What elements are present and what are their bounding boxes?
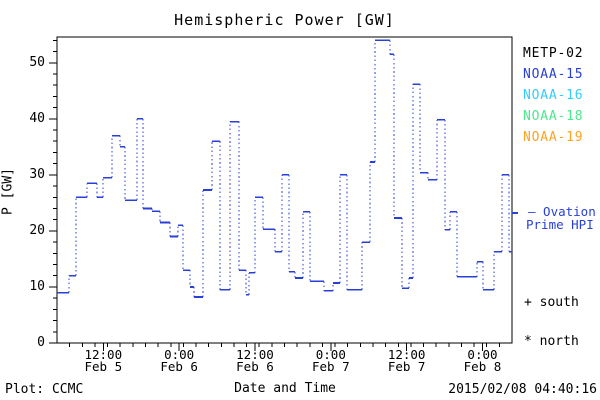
y-tick-label: 50	[29, 54, 45, 70]
legend-ovation-line2: Prime HPI	[526, 217, 594, 232]
y-tick-label: 0	[37, 335, 45, 350]
legend-item-noaa18: NOAA-18	[523, 109, 584, 124]
plot-credit: Plot: CCMC	[5, 382, 84, 397]
x-tick-date-label: Feb 7	[311, 359, 350, 374]
legend-marker-north: * north	[524, 334, 579, 349]
south-label: south	[539, 295, 579, 310]
x-tick-time-label: 12:00	[236, 347, 274, 362]
asterisk-symbol: *	[524, 334, 532, 349]
ovation-hpi-marker-dash	[512, 212, 518, 214]
legend-item-noaa15: NOAA-15	[523, 67, 584, 82]
y-tick-label: 20	[29, 222, 45, 238]
legend-item-noaa16: NOAA-16	[523, 88, 584, 103]
legend-ovation-line1: — Ovation	[528, 204, 596, 219]
north-label: north	[539, 334, 579, 349]
plus-symbol: +	[524, 295, 532, 310]
x-tick-date-label: Feb 5	[84, 359, 123, 374]
x-tick-time-label: 0:00	[315, 347, 346, 362]
x-axis-label: Date and Time	[234, 381, 336, 396]
y-tick-label: 10	[29, 278, 45, 294]
x-tick-time-label: 0:00	[467, 347, 498, 362]
x-tick-date-label: Feb 6	[160, 359, 198, 374]
x-tick-date-label: Feb 7	[387, 359, 426, 374]
y-tick-label: 40	[29, 110, 45, 126]
chart-title: Hemispheric Power [GW]	[174, 11, 395, 29]
legend-item-metp02: METP-02	[523, 46, 584, 61]
x-tick-date-label: Feb 8	[463, 359, 502, 374]
timestamp: 2015/02/08 04:40:16	[448, 382, 597, 397]
x-tick-time-label: 0:00	[164, 347, 195, 362]
x-tick-time-label: 12:00	[84, 347, 123, 362]
legend-marker-south: + south	[524, 295, 579, 310]
legend-item-noaa19: NOAA-19	[523, 130, 584, 145]
x-tick-date-label: Feb 6	[236, 359, 274, 374]
y-tick-label: 30	[29, 166, 45, 182]
x-tick-time-label: 12:00	[387, 347, 426, 362]
